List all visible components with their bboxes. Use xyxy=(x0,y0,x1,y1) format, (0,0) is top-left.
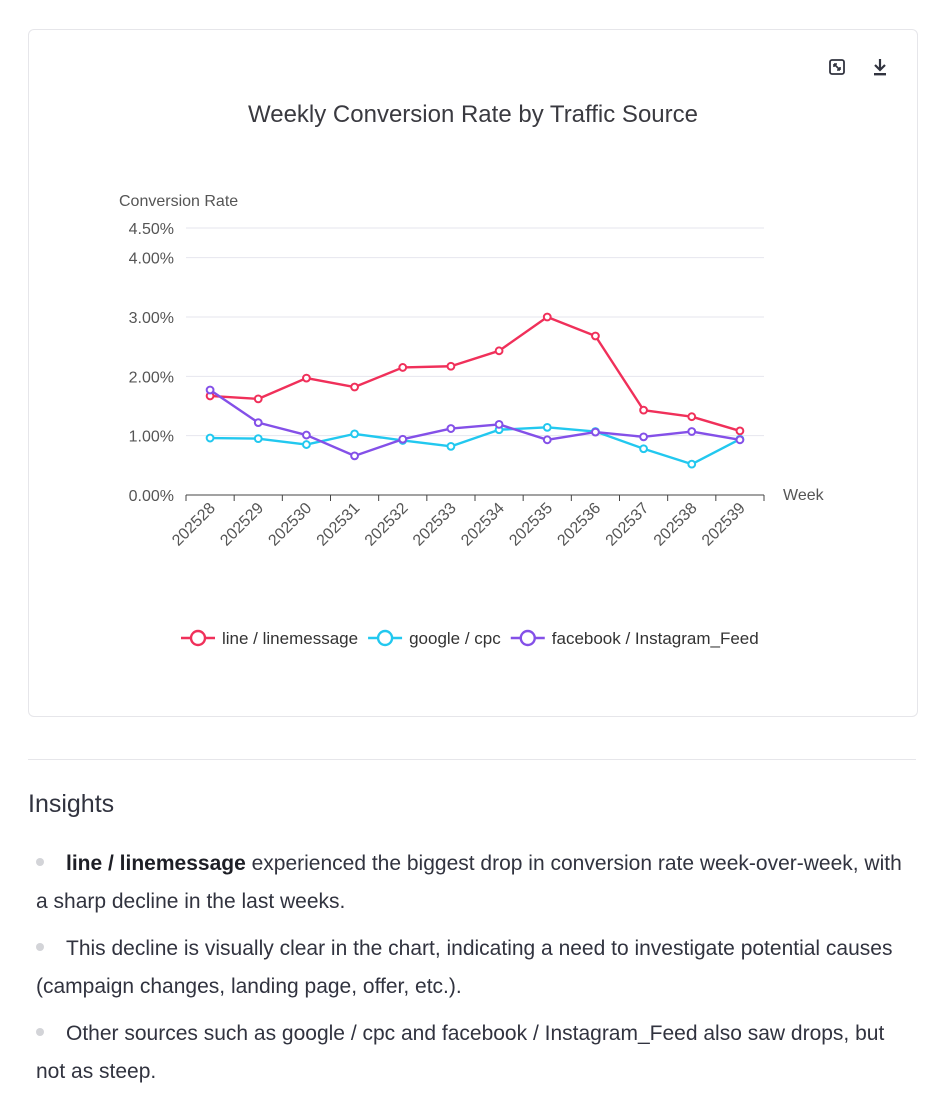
series-0 xyxy=(205,312,745,436)
legend-item[interactable]: google / cpc xyxy=(368,629,501,648)
y-tick-label: 0.00% xyxy=(129,488,174,505)
data-point[interactable] xyxy=(350,451,359,461)
data-point[interactable] xyxy=(639,405,648,415)
x-tick-label: 202538 xyxy=(651,500,701,550)
x-tick-label: 202537 xyxy=(603,500,653,550)
legend-swatch-marker xyxy=(189,629,207,647)
data-point[interactable] xyxy=(639,444,648,454)
bullet-icon xyxy=(36,858,44,867)
insight-text: Other sources such as google / cpc and f… xyxy=(36,1022,885,1083)
series-line xyxy=(210,315,741,433)
data-point[interactable] xyxy=(591,427,600,437)
data-point[interactable] xyxy=(494,346,504,356)
bullet-icon xyxy=(36,1028,44,1037)
x-tick-label: 202534 xyxy=(458,500,508,550)
line-chart: Weekly Conversion Rate by Traffic Source… xyxy=(119,101,825,648)
x-tick-label: 202539 xyxy=(699,500,749,550)
data-point[interactable] xyxy=(446,424,456,433)
data-point[interactable] xyxy=(350,429,359,439)
insight-item: line / linemessage experienced the bigge… xyxy=(36,845,916,921)
x-tick-label: 202528 xyxy=(169,500,219,550)
data-point[interactable] xyxy=(398,363,408,372)
data-point[interactable] xyxy=(205,433,215,443)
chart-card: Weekly Conversion Rate by Traffic Source… xyxy=(28,29,918,717)
data-point[interactable] xyxy=(542,312,552,322)
data-point[interactable] xyxy=(687,427,697,436)
chart-title: Weekly Conversion Rate by Traffic Source xyxy=(248,101,698,128)
data-point[interactable] xyxy=(735,426,745,436)
data-point[interactable] xyxy=(542,422,552,432)
data-point[interactable] xyxy=(350,382,359,392)
x-axis-label: Week xyxy=(783,487,825,504)
x-tick-label: 202536 xyxy=(554,500,604,550)
insights-list: line / linemessage experienced the bigge… xyxy=(36,845,916,1100)
insight-item: Other sources such as google / cpc and f… xyxy=(36,1015,916,1091)
legend-label: facebook / Instagram_Feed xyxy=(552,629,759,648)
series-line xyxy=(210,426,741,466)
y-tick-label: 4.50% xyxy=(129,221,174,238)
legend-item[interactable]: facebook / Instagram_Feed xyxy=(510,629,759,648)
y-tick-label: 4.00% xyxy=(129,251,174,268)
data-point[interactable] xyxy=(205,385,215,395)
x-tick-label: 202533 xyxy=(410,500,460,550)
data-point[interactable] xyxy=(494,419,504,429)
data-point[interactable] xyxy=(542,435,552,445)
x-tick-label: 202535 xyxy=(506,500,556,550)
expand-button[interactable] xyxy=(826,56,848,78)
y-axis-label: Conversion Rate xyxy=(119,193,238,210)
x-tick-label: 202529 xyxy=(217,500,267,550)
data-point[interactable] xyxy=(591,331,600,341)
insight-text: This decline is visually clear in the ch… xyxy=(36,937,893,998)
series-group xyxy=(205,312,745,469)
series-2 xyxy=(205,385,745,461)
legend-swatch-marker xyxy=(519,629,536,647)
bullet-icon xyxy=(36,943,44,952)
y-tick-label: 2.00% xyxy=(129,369,174,386)
data-point[interactable] xyxy=(446,361,456,371)
legend-swatch-marker xyxy=(376,629,394,647)
data-point[interactable] xyxy=(253,418,263,428)
data-point[interactable] xyxy=(735,435,745,445)
data-point[interactable] xyxy=(687,412,697,422)
legend-item[interactable]: line / linemessage xyxy=(181,629,358,648)
y-tick-label: 3.00% xyxy=(129,310,174,327)
download-button[interactable] xyxy=(869,56,891,78)
legend-label: line / linemessage xyxy=(222,629,358,648)
divider xyxy=(28,759,916,760)
insight-item: This decline is visually clear in the ch… xyxy=(36,930,916,1006)
data-point[interactable] xyxy=(253,434,263,444)
download-icon xyxy=(874,59,886,76)
data-point[interactable] xyxy=(398,434,408,444)
legend[interactable]: line / linemessage google / cpc facebook /… xyxy=(181,629,759,648)
data-point[interactable] xyxy=(253,394,263,404)
data-point[interactable] xyxy=(302,430,311,440)
data-point[interactable] xyxy=(446,441,456,451)
data-point[interactable] xyxy=(687,459,697,469)
legend-label: google / cpc xyxy=(409,629,501,648)
data-point[interactable] xyxy=(302,440,311,449)
insights-title: Insights xyxy=(28,790,115,818)
x-tick-label: 202530 xyxy=(265,500,315,550)
y-tick-label: 1.00% xyxy=(129,429,174,446)
grid: 0.00% 1.00% 2.00% 3.00% 4.00% 4.50% xyxy=(129,221,764,505)
expand-icon xyxy=(829,59,845,75)
x-axis: 2025282025292025302025312025322025332025… xyxy=(169,494,765,550)
series-line xyxy=(209,388,741,458)
insight-text: experienced the biggest drop in conversi… xyxy=(36,852,902,913)
x-tick-label: 202531 xyxy=(314,500,364,550)
x-tick-label: 202532 xyxy=(362,500,412,550)
data-point[interactable] xyxy=(302,373,311,383)
insight-highlight: line / linemessage xyxy=(66,852,246,875)
data-point[interactable] xyxy=(639,432,648,442)
